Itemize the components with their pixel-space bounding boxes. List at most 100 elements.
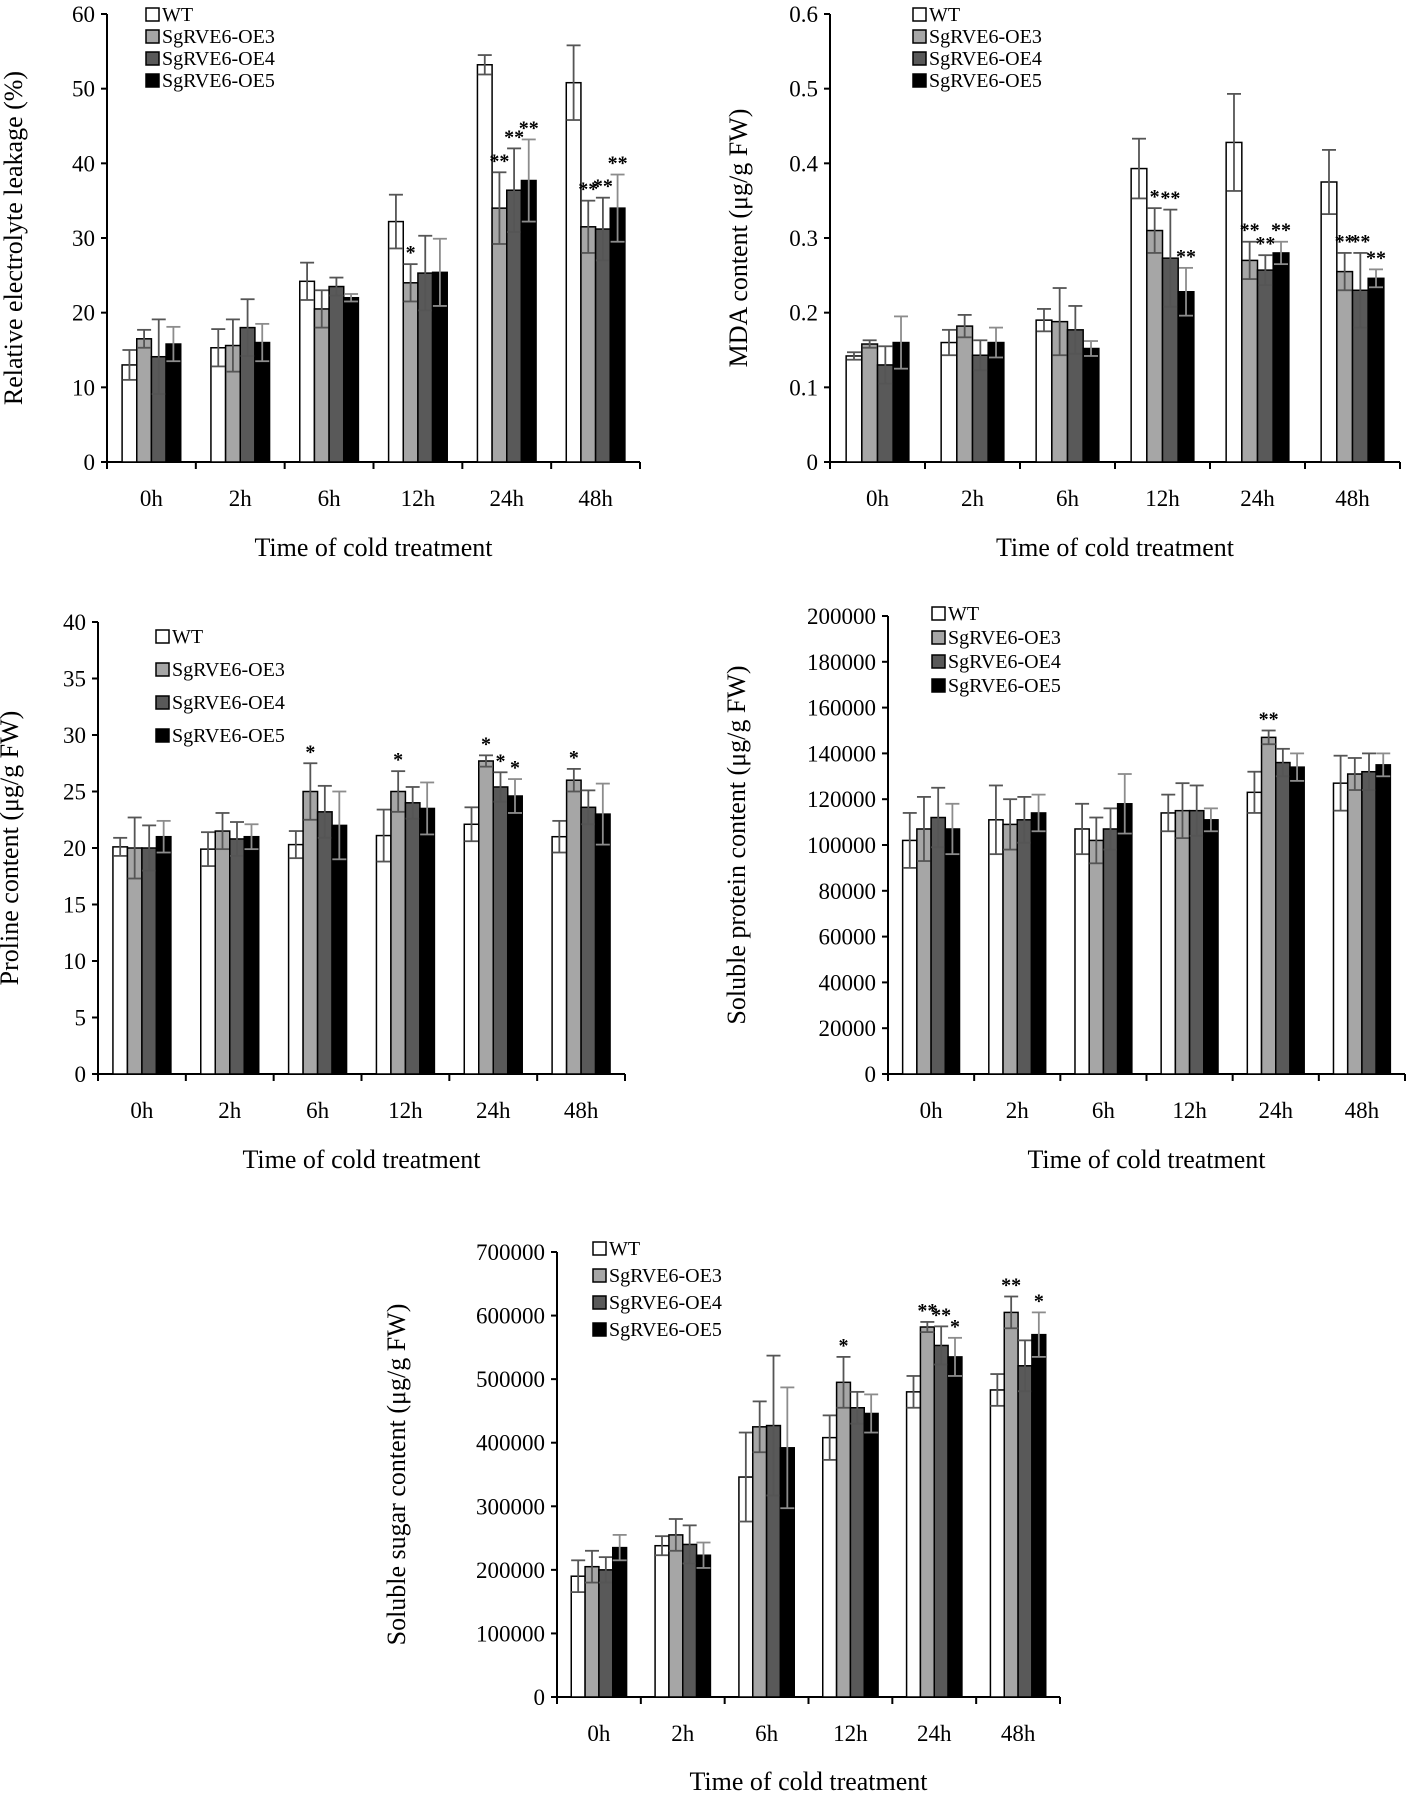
significance-label: *: [839, 1335, 849, 1357]
bar: [491, 207, 508, 463]
significance-label: **: [1255, 233, 1275, 255]
y-tick-label: 30: [72, 226, 95, 251]
y-tick-label: 0.2: [789, 301, 818, 326]
y-tick-label: 35: [63, 667, 86, 692]
bar: [463, 823, 480, 1075]
bar: [1361, 770, 1377, 1075]
bar: [752, 1426, 768, 1698]
x-tick-label: 0h: [587, 1721, 611, 1746]
bar: [287, 843, 304, 1075]
bar: [328, 285, 345, 463]
bar: [987, 341, 1005, 463]
bar: [901, 839, 918, 1075]
legend-label: SgRVE6-OE3: [172, 659, 285, 681]
legend-label: SgRVE6-OE5: [929, 70, 1042, 92]
bar: [313, 308, 330, 463]
legend-swatch: [145, 51, 160, 66]
y-tick-label: 60: [72, 2, 95, 27]
significance-label: **: [1271, 220, 1291, 242]
x-axis-label: Time of cold treatment: [254, 533, 493, 562]
bar: [930, 816, 947, 1075]
bar: [1160, 812, 1177, 1075]
x-tick-label: 48h: [564, 1098, 599, 1123]
legend-label: SgRVE6-OE5: [162, 70, 275, 92]
x-tick-label: 12h: [1145, 486, 1180, 511]
x-tick-label: 24h: [490, 486, 525, 511]
bar: [1275, 761, 1291, 1075]
bar: [302, 790, 319, 1075]
panel-protein: 0 20000 40000 60000 80000 100000 120000 140000 1…: [722, 603, 1406, 1174]
bar: [1174, 809, 1191, 1075]
y-tick-label: 0: [534, 1685, 546, 1710]
bar: [654, 1544, 670, 1698]
x-axis-label: Time of cold treatment: [1027, 1145, 1266, 1174]
x-tick-label: 48h: [1335, 486, 1370, 511]
y-tick-label: 20000: [819, 1016, 877, 1041]
x-tick-label: 2h: [218, 1098, 242, 1123]
legend-label: SgRVE6-OE5: [948, 675, 1061, 697]
y-tick-label: 0.4: [789, 151, 818, 176]
bar: [919, 1326, 935, 1698]
legend-swatch: [155, 728, 170, 743]
y-tick-label: 300000: [476, 1494, 545, 1519]
legend-label: SgRVE6-OE5: [609, 1319, 722, 1341]
y-tick-label: 25: [63, 780, 86, 805]
x-tick-label: 2h: [671, 1721, 695, 1746]
x-tick-label: 48h: [578, 486, 613, 511]
bar: [1241, 259, 1259, 463]
bar: [988, 819, 1004, 1075]
significance-label: *: [510, 757, 520, 779]
x-tick-label: 12h: [833, 1721, 868, 1746]
y-tick-label: 700000: [476, 1240, 545, 1265]
y-tick-label: 0: [75, 1062, 87, 1087]
bar: [944, 828, 961, 1075]
y-axis-label: MDA content (μg/g FW): [724, 109, 753, 368]
significance-label: *: [950, 1316, 960, 1338]
y-tick-label: 200000: [807, 604, 876, 629]
bar: [141, 847, 158, 1075]
legend-label: WT: [948, 603, 979, 625]
y-tick-label: 0.5: [789, 77, 818, 102]
y-tick-label: 100000: [476, 1621, 545, 1646]
x-tick-label: 24h: [917, 1721, 952, 1746]
x-tick-label: 0h: [140, 486, 164, 511]
bar: [1332, 782, 1349, 1075]
bar: [1177, 291, 1195, 463]
bar: [594, 228, 611, 463]
bar: [611, 1546, 628, 1698]
legend-swatch: [155, 695, 170, 710]
bar: [1146, 229, 1164, 463]
bar: [1188, 809, 1205, 1075]
significance-label: *: [495, 750, 505, 772]
y-tick-label: 60000: [819, 925, 877, 950]
bar: [404, 802, 421, 1075]
x-tick-label: 48h: [1001, 1721, 1036, 1746]
y-tick-label: 500000: [476, 1367, 545, 1392]
x-tick-label: 12h: [388, 1098, 423, 1123]
bar: [155, 835, 172, 1075]
x-tick-label: 0h: [866, 486, 890, 511]
x-tick-label: 6h: [1092, 1098, 1116, 1123]
significance-label: **: [489, 150, 509, 172]
bar: [580, 226, 597, 463]
significance-label: **: [931, 1304, 951, 1326]
y-tick-label: 40: [72, 151, 95, 176]
y-tick-label: 0: [807, 450, 819, 475]
bar: [1256, 269, 1274, 463]
significance-label: **: [1176, 246, 1196, 268]
significance-label: **: [1350, 231, 1370, 253]
bar: [695, 1554, 712, 1698]
y-tick-label: 400000: [476, 1431, 545, 1456]
bar: [822, 1436, 838, 1698]
bar: [845, 355, 863, 463]
y-tick-label: 10: [63, 949, 86, 974]
bar: [478, 760, 495, 1075]
bar: [1367, 277, 1385, 463]
y-tick-label: 15: [63, 893, 86, 918]
bar: [598, 1569, 614, 1698]
bar: [1375, 764, 1392, 1075]
significance-label: *: [305, 741, 315, 763]
bar: [1031, 1333, 1047, 1698]
